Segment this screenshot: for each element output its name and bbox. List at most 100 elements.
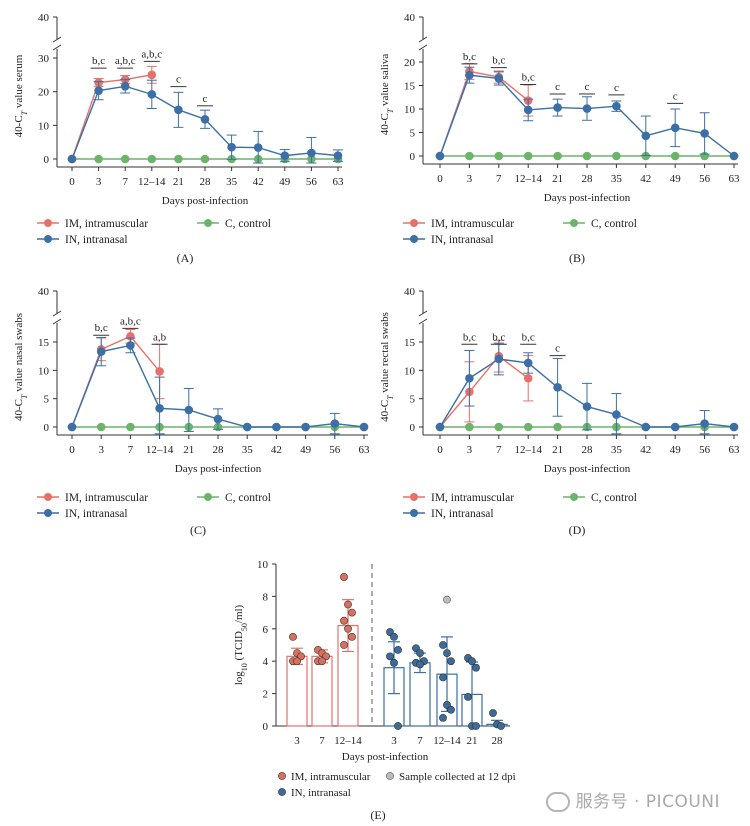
data-point [272,422,281,432]
data-point [280,151,290,160]
y-tick-label: 40 [38,286,50,298]
data-point [340,641,348,649]
data-point [390,633,398,641]
in-bars: 3 7 12–14 21 28 [383,628,508,747]
data-point [96,347,106,356]
data-point [553,383,562,392]
x-tick-label: 49 [279,176,291,188]
data-point [200,154,210,164]
legend-marker [410,219,418,227]
x-tick-label: 42 [253,176,264,188]
x-tick-label: 7 [122,176,128,188]
data-point [174,105,183,115]
legend-item: IM, intramuscular [37,492,148,504]
significance-label: c [176,74,181,86]
data-point [289,633,297,641]
y-tick-label: 5 [44,394,50,406]
series-im [435,339,534,432]
panel-label: (D) [569,523,586,537]
significance-label: b,c [492,331,505,343]
data-point [523,358,533,368]
significance-label: b,c [492,55,505,67]
y-tick-label: 4 [263,656,269,668]
x-tick-label: 3 [96,176,102,188]
x-tick-label: 28 [582,173,594,185]
y-tick-label: 10 [404,365,416,377]
series-line [71,335,161,428]
significance-label: b,c [92,55,105,67]
series-line [439,70,529,157]
data-point [340,616,348,625]
data-point [641,131,651,141]
legend-marker [410,493,418,501]
x-tick-label: 63 [333,176,345,188]
significance-label: c [555,81,560,93]
legend-item: C, control [563,492,637,504]
x-tick-label: 35 [611,444,623,456]
data-point [340,573,348,581]
x-tick-label: 12–14 [146,444,174,456]
legend-marker [204,493,212,501]
x-tick-label: 63 [729,444,741,456]
series-im [435,62,534,161]
y-tick-label: 20 [404,57,416,69]
significance-label: a,b,c [120,315,141,327]
significance-label: b,c [522,331,535,343]
data-point [465,373,474,383]
y-tick-label: 8 [263,591,269,603]
series-c [67,154,343,164]
bar [311,655,333,727]
panel-label: (E) [370,808,385,822]
data-point [465,151,474,161]
x-tick-label: 49 [670,444,682,456]
x-tick-label: 12–14 [514,444,542,456]
y-axis-label: 40-CT value rectal swabs [379,312,395,422]
axis-break-mark [52,36,62,51]
data-point [435,422,445,432]
data-point [523,151,533,161]
data-point [307,148,316,158]
y-tick-label: 0 [263,721,269,733]
data-point [700,419,709,428]
x-tick-label: 12–14 [433,735,461,747]
y-axis-label: 40-CT value nasal swabs [13,313,29,421]
x-axis-label: Days post-infection [544,463,631,475]
legend-label: C, control [225,218,271,230]
data-point [582,151,592,161]
x-axis-label: Days post-infection [342,751,429,763]
data-point [147,154,157,164]
x-tick-label: 56 [329,444,341,456]
legend: IM, intramuscular Sample collected at 12 … [278,771,516,799]
legend-item: C, control [563,218,637,230]
data-point [147,70,157,80]
data-point [242,422,252,432]
data-point [94,154,103,164]
data-point [439,714,447,722]
y-axis-label: 40-CT value saliva [379,54,395,136]
x-tick-label: 56 [699,444,711,456]
x-tick-label: 3 [294,735,300,747]
y-tick-label: 10 [38,120,50,132]
bar [286,655,308,727]
data-point [348,633,356,641]
x-tick-label: 63 [359,444,371,456]
data-point [494,151,504,161]
legend-item: IM, intramuscular [37,218,148,230]
legend-item: IN, intranasal [403,508,494,520]
data-point [553,151,562,161]
panel-b: 40 0 5 10 15 20 0 3 7 12–14 21 28 35 42 49 56 63 Days pos… [403,12,740,265]
data-point [489,709,497,717]
axis-break-mark [418,310,428,325]
legend-label: IM, intramuscular [431,492,514,504]
significance-label: a,b [153,331,167,343]
series-in [67,336,369,435]
x-tick-label: 63 [729,173,741,185]
x-tick-label: 0 [69,444,75,456]
data-point [96,422,106,432]
x-tick-label: 7 [319,735,325,747]
data-point [174,154,183,164]
significance-label: c [585,81,590,93]
legend-label: IN, intranasal [65,234,128,246]
series-im [67,65,157,164]
x-tick-label: 3 [467,444,473,456]
